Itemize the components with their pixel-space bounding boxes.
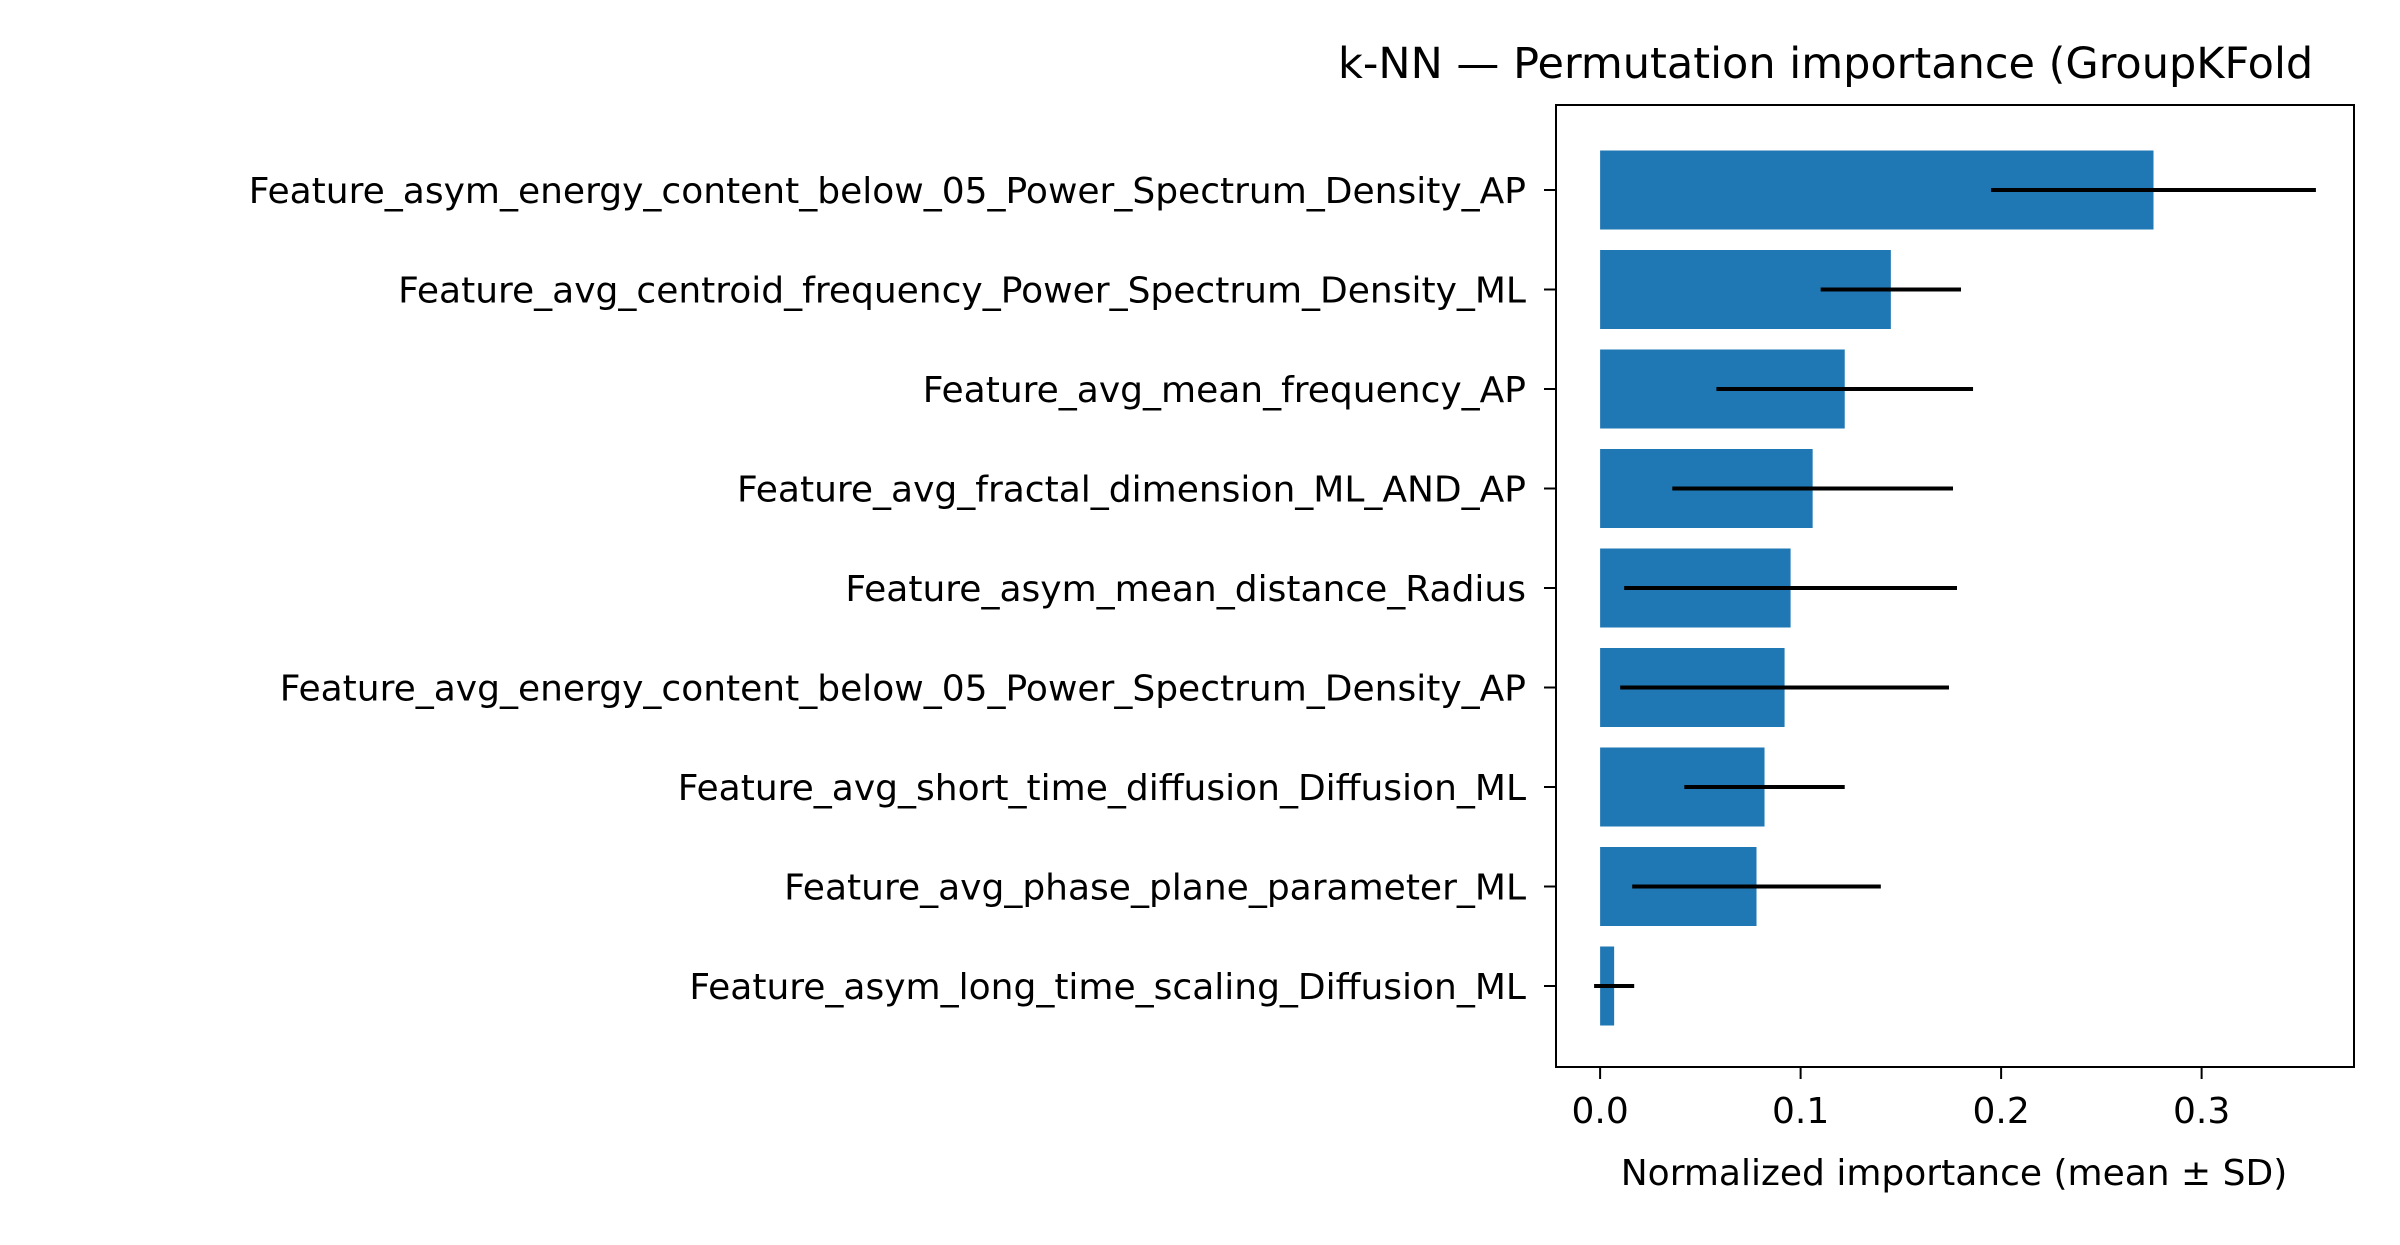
y-axis: Feature_asym_energy_content_below_05_Pow… (249, 171, 1556, 1008)
x-tick-label: 0.1 (1772, 1091, 1829, 1132)
y-tick-label: Feature_asym_energy_content_below_05_Pow… (249, 171, 1526, 212)
y-tick-label: Feature_asym_mean_distance_Radius (845, 569, 1526, 610)
x-axis: 0.0 0.1 0.2 0.3 (1571, 1067, 2230, 1132)
x-tick-label: 0.0 (1571, 1091, 1628, 1132)
x-tick-label: 0.2 (1972, 1091, 2029, 1132)
y-tick-label: Feature_avg_short_time_diffusion_Diffusi… (678, 768, 1526, 809)
y-tick-label: Feature_avg_fractal_dimension_ML_AND_AP (737, 470, 1526, 511)
y-tick-label: Feature_asym_long_time_scaling_Diffusion… (689, 967, 1526, 1008)
chart-title: k-NN — Permutation importance (GroupKFol… (1338, 39, 2313, 89)
y-tick-label: Feature_avg_centroid_frequency_Power_Spe… (398, 271, 1526, 312)
x-axis-label: Normalized importance (mean ± SD) (1621, 1153, 2288, 1194)
error-bars-layer (1594, 188, 2316, 988)
x-tick-label: 0.3 (2173, 1091, 2230, 1132)
y-tick-label: Feature_avg_phase_plane_parameter_ML (784, 868, 1526, 909)
y-tick-label: Feature_avg_energy_content_below_05_Powe… (280, 669, 1526, 710)
plot-frame (1555, 104, 2355, 1068)
y-tick-label: Feature_avg_mean_frequency_AP (923, 370, 1526, 411)
